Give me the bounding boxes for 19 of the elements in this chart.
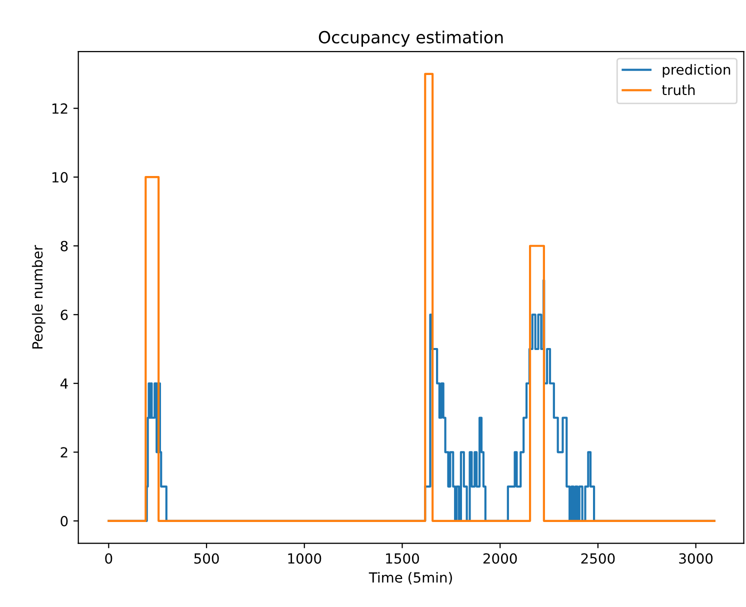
y-tick-label: 4 [60,378,68,389]
x-tick-label: 500 [194,553,219,564]
chart-title: Occupancy estimation [318,30,503,47]
x-tick-label: 2000 [483,553,517,564]
x-tick-label: 1000 [288,553,322,564]
y-tick-label: 0 [60,516,68,526]
legend-label: prediction [662,64,730,78]
x-axis-title: Time (5min) [368,572,452,584]
x-tick-label: 2500 [581,553,615,564]
y-tick-label: 8 [60,240,68,252]
y-tick-label: 2 [60,447,68,458]
y-axis-title: People number [32,245,46,348]
x-tick-label: 1500 [386,553,419,564]
x-tick-label: 0 [105,553,112,564]
y-tick-label: 6 [60,310,68,320]
x-tick-label: 3000 [679,553,713,564]
legend-label: truth [662,84,695,96]
y-tick-label: 10 [52,172,68,183]
y-tick-label: 12 [52,103,68,114]
